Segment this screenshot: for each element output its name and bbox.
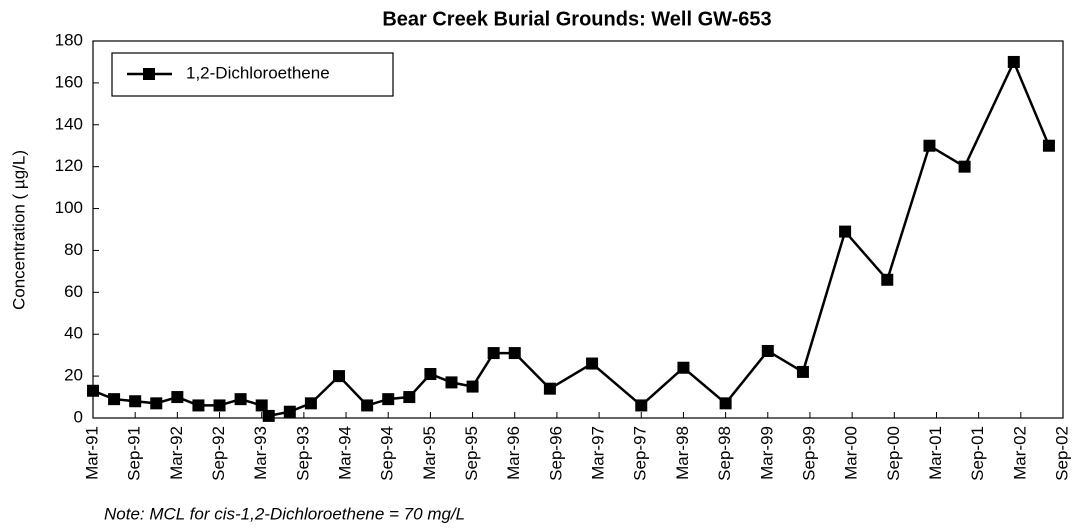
x-tick-label: Mar-02 bbox=[1010, 426, 1029, 480]
x-tick-label: Sep-97 bbox=[631, 426, 650, 481]
x-tick-label: Mar-92 bbox=[167, 426, 186, 480]
y-tick-label: 180 bbox=[55, 30, 83, 49]
point-marker bbox=[255, 399, 268, 412]
legend-label: 1,2-Dichloroethene bbox=[186, 63, 330, 82]
x-tick-label: Mar-01 bbox=[926, 426, 945, 480]
y-tick-label: 0 bbox=[74, 407, 83, 426]
point-marker bbox=[304, 397, 317, 410]
point-marker bbox=[445, 376, 458, 389]
point-marker bbox=[958, 160, 971, 173]
x-tick-label: Sep-00 bbox=[884, 426, 903, 481]
point-marker bbox=[761, 344, 774, 357]
point-marker bbox=[213, 399, 226, 412]
y-tick-label: 20 bbox=[64, 366, 83, 385]
x-tick-label: Mar-93 bbox=[251, 426, 270, 480]
point-marker bbox=[262, 409, 275, 422]
x-tick-label: Sep-93 bbox=[293, 426, 312, 481]
x-tick-label: Sep-96 bbox=[546, 426, 565, 481]
x-tick-label: Mar-98 bbox=[673, 426, 692, 480]
x-tick-label: Mar-00 bbox=[842, 426, 861, 480]
point-marker bbox=[171, 391, 184, 404]
point-marker bbox=[543, 382, 556, 395]
x-tick-label: Mar-94 bbox=[336, 426, 355, 480]
y-tick-label: 140 bbox=[55, 114, 83, 133]
legend-marker bbox=[143, 68, 155, 80]
point-marker bbox=[192, 399, 205, 412]
x-tick-label: Mar-96 bbox=[504, 426, 523, 480]
point-marker bbox=[1042, 139, 1055, 152]
plot-frame bbox=[92, 40, 1064, 419]
point-marker bbox=[719, 397, 732, 410]
x-tick-label: Sep-02 bbox=[1052, 426, 1071, 481]
y-tick-label: 60 bbox=[64, 282, 83, 301]
x-tick-label: Mar-97 bbox=[589, 426, 608, 480]
x-tick-label: Sep-95 bbox=[462, 426, 481, 481]
point-marker bbox=[403, 391, 416, 404]
point-marker bbox=[839, 225, 852, 238]
point-marker bbox=[508, 347, 521, 360]
point-marker bbox=[635, 399, 648, 412]
x-tick-label: Sep-01 bbox=[968, 426, 987, 481]
x-tick-label: Sep-98 bbox=[715, 426, 734, 481]
y-tick-label: 120 bbox=[55, 156, 83, 175]
point-marker bbox=[923, 139, 936, 152]
point-marker bbox=[361, 399, 374, 412]
point-marker bbox=[129, 395, 142, 408]
note: Note: MCL for cis-1,2-Dichloroethene = 7… bbox=[104, 504, 465, 523]
point-marker bbox=[333, 370, 346, 383]
point-marker bbox=[1007, 55, 1020, 68]
point-marker bbox=[382, 393, 395, 406]
point-marker bbox=[108, 393, 121, 406]
x-tick-label: Mar-99 bbox=[757, 426, 776, 480]
x-tick-label: Sep-99 bbox=[799, 426, 818, 481]
point-marker bbox=[796, 365, 809, 378]
y-tick-label: 100 bbox=[55, 198, 83, 217]
x-tick-label: Mar-95 bbox=[420, 426, 439, 480]
x-tick-label: Sep-91 bbox=[125, 426, 144, 481]
point-marker bbox=[466, 380, 479, 393]
x-tick-label: Mar-91 bbox=[82, 426, 101, 480]
point-marker bbox=[234, 393, 247, 406]
point-marker bbox=[487, 347, 500, 360]
point-marker bbox=[87, 384, 99, 397]
x-tick-label: Sep-92 bbox=[209, 426, 228, 481]
point-marker bbox=[424, 368, 437, 381]
point-marker bbox=[283, 405, 296, 418]
point-marker bbox=[881, 273, 894, 286]
chart-title: Bear Creek Burial Grounds: Well GW-653 bbox=[382, 8, 771, 30]
point-marker bbox=[150, 397, 163, 410]
point-marker bbox=[586, 357, 599, 370]
x-tick-label: Sep-94 bbox=[378, 426, 397, 481]
y-tick-label: 160 bbox=[55, 72, 83, 91]
y-tick-label: 80 bbox=[64, 240, 83, 259]
y-tick-label: 40 bbox=[64, 324, 83, 343]
point-marker bbox=[677, 361, 690, 374]
y-axis-label: Concentration ( µg/L) bbox=[9, 150, 28, 310]
series-line bbox=[92, 58, 1051, 418]
